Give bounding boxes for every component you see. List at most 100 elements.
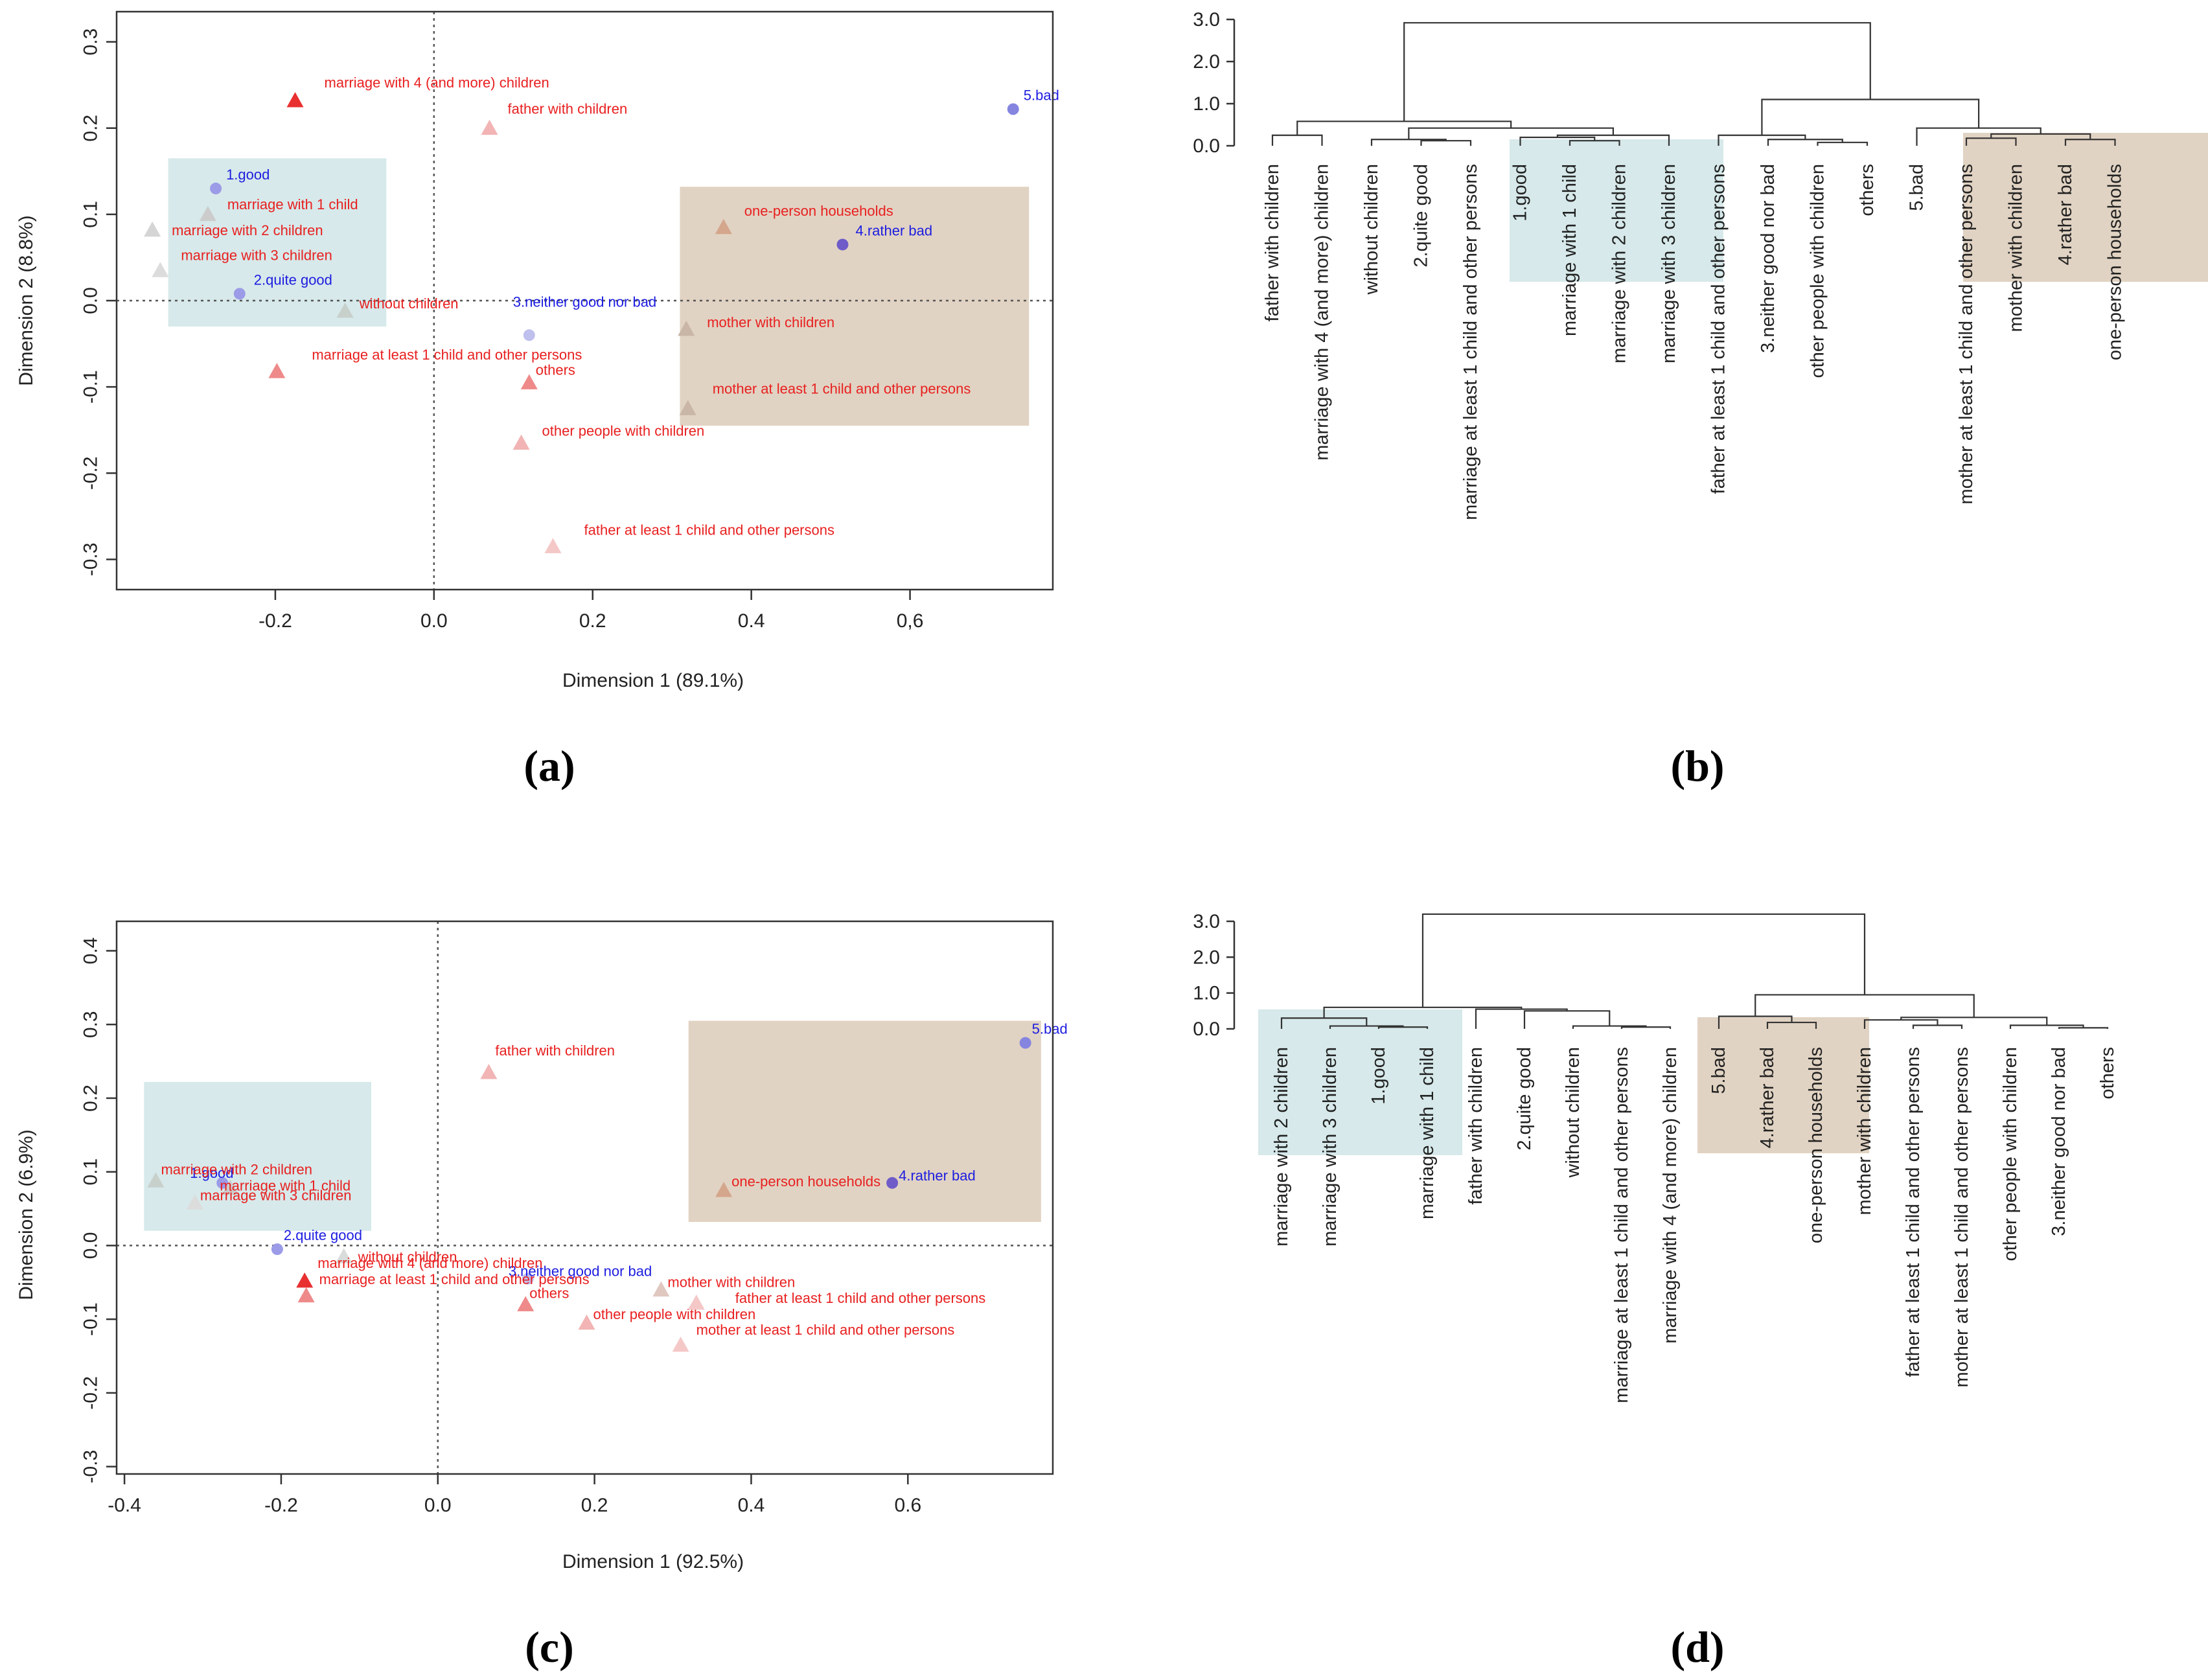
point-2-quite-good <box>233 288 246 300</box>
point-label-4-rather-bad: 4.rather bad <box>855 222 932 238</box>
point-label-2-quite-good: 2.quite good <box>284 1227 362 1243</box>
y-tick-label: 3.0 <box>1193 911 1220 932</box>
dendrogram-link <box>1420 140 1472 146</box>
leaf-label-mother-with-children: mother with children <box>1854 1047 1875 1215</box>
x-tick-label: 0.4 <box>738 610 765 632</box>
point-label-3-neither-good-nor-bad: 3.neither good nor bad <box>509 1263 652 1280</box>
panel-c-label: (c) <box>525 1622 573 1672</box>
point-label-father-at-least-1-child-and-other-persons: father at least 1 child and other person… <box>584 522 834 538</box>
leaf-label-father-with-children: father with children <box>1262 164 1283 321</box>
y-tick-label: 2.0 <box>1193 51 1220 73</box>
x-tick-label: -0.2 <box>259 610 292 632</box>
point-label-marriage-with-3-children: marriage with 3 children <box>200 1187 352 1203</box>
panel-d-label: (d) <box>1670 1622 1724 1672</box>
chart-d: 0.0 1.0 2.0 3.0 marriage with 2 children marr… <box>1193 911 2118 1403</box>
x-tick-label: -0.4 <box>108 1495 141 1516</box>
highlight-region <box>144 1081 371 1231</box>
y-tick-label: 1.0 <box>1193 93 1220 115</box>
point-others <box>520 374 538 389</box>
y-tick-label: -0.3 <box>80 1450 102 1484</box>
leaf-label-marriage-with-4-and-more-children: marriage with 4 (and more) children <box>1660 1047 1681 1344</box>
y-tick-label: 0.3 <box>80 1011 102 1038</box>
highlight-cluster <box>1258 1009 1462 1155</box>
point-other-people-with-children <box>578 1314 595 1330</box>
point-marriage-with-4-and-more-children <box>286 92 304 108</box>
x-tick-label: -0.2 <box>264 1495 298 1516</box>
leaf-label-marriage-with-2-children: marriage with 2 children <box>1271 1047 1292 1247</box>
point-4-rather-bad <box>836 238 849 251</box>
chart-b: 0.0 1.0 2.0 3.0 father with children marriage… <box>1193 9 2208 520</box>
point-1-good <box>210 182 222 194</box>
point-label-mother-at-least-1-child-and-other-persons: mother at least 1 child and other person… <box>696 1322 955 1338</box>
leaf-label-one-person-households: one-person households <box>2105 164 2126 360</box>
panel-b-label: (b) <box>1670 741 1724 790</box>
chart-a: 1.good 2.quite good 3.neither good nor bad… <box>16 10 1059 691</box>
point-without-children <box>335 1248 352 1263</box>
leaf-label-3-neither-good-nor-bad: 3.neither good nor bad <box>1758 164 1778 353</box>
leaf-label-1-good: 1.good <box>1510 164 1531 222</box>
leaf-label-marriage-at-least-1-child-and-other-persons: marriage at least 1 child and other pers… <box>1460 164 1481 520</box>
point-marriage-at-least-1-child-and-other-persons <box>297 1287 315 1303</box>
point-label-mother-with-children: mother with children <box>707 314 834 330</box>
x-tick-label: 0.0 <box>420 610 448 632</box>
y-tick-label: 0.0 <box>80 287 102 314</box>
y-tick-label: -0.1 <box>80 370 102 404</box>
leaf-label-others: others <box>2097 1047 2118 1099</box>
point-4-rather-bad <box>886 1177 899 1189</box>
dendrogram-link <box>1912 1024 1963 1029</box>
dendrogram-link <box>2058 1027 2109 1029</box>
dendrogram-link <box>1271 134 1323 146</box>
y-axis-title: Dimension 2 (8.8%) <box>16 215 37 385</box>
point-label-marriage-with-2-children: marriage with 2 children <box>172 222 323 238</box>
dendrogram-link <box>1900 1017 2048 1026</box>
dendrogram-link <box>1863 1019 1938 1029</box>
leaf-label-mother-at-least-1-child-and-other-persons: mother at least 1 child and other person… <box>1951 1047 1972 1388</box>
leaf-label-marriage-with-3-children: marriage with 3 children <box>1320 1047 1340 1247</box>
point-marriage-with-4-and-more-children <box>296 1272 314 1288</box>
point-label-marriage-with-2-children: marriage with 2 children <box>161 1161 312 1177</box>
leaf-label-marriage-at-least-1-child-and-other-persons: marriage at least 1 child and other pers… <box>1611 1047 1632 1403</box>
point-mother-with-children <box>652 1281 670 1297</box>
point-father-with-children <box>481 119 498 135</box>
y-tick-label: -0.1 <box>80 1302 102 1336</box>
point-one-person-households <box>715 218 732 235</box>
point-label-5-bad: 5.bad <box>1024 87 1059 103</box>
y-tick-label: 0.3 <box>80 29 102 56</box>
point-one-person-households <box>715 1182 733 1197</box>
point-marriage-with-1-child <box>199 205 216 222</box>
y-tick-label: 0.0 <box>80 1232 102 1260</box>
point-marriage-with-3-children <box>152 262 169 277</box>
point-father-at-least-1-child-and-other-persons <box>544 538 562 553</box>
highlight-region <box>168 158 387 327</box>
dendrogram-link <box>1403 22 1871 122</box>
plot-frame <box>115 920 1054 1475</box>
point-marriage-with-1-child <box>222 1179 239 1195</box>
point-marriage-with-2-children <box>147 1172 165 1188</box>
point-label-marriage-with-4-and-more-children: marriage with 4 (and more) children <box>325 75 549 91</box>
point-3-neither-good-nor-bad <box>522 1272 534 1285</box>
highlight-cluster <box>1697 1017 1869 1153</box>
point-label-marriage-with-3-children: marriage with 3 children <box>181 247 332 263</box>
y-tick-label: 0.0 <box>1193 1018 1220 1040</box>
leaf-label-4-rather-bad: 4.rather bad <box>2055 164 2076 265</box>
y-axis-title: Dimension 2 (6.9%) <box>16 1129 37 1300</box>
x-tick-label: 0.6 <box>894 1495 921 1516</box>
point-label-marriage-with-1-child: marriage with 1 child <box>220 1178 351 1194</box>
point-label-marriage-with-4-and-more-children: marriage with 4 (and more) children <box>317 1255 542 1271</box>
leaf-label-marriage-with-2-children: marriage with 2 children <box>1609 164 1630 363</box>
x-axis-title: Dimension 1 (92.5%) <box>562 1551 744 1572</box>
leaf-label-5-bad: 5.bad <box>1907 164 1927 211</box>
y-tick-label: 0.4 <box>80 938 102 965</box>
point-mother-at-least-1-child-and-other-persons <box>672 1336 689 1352</box>
leaf-label-2-quite-good: 2.quite good <box>1411 164 1432 268</box>
highlight-cluster <box>1963 133 2208 282</box>
leaf-label-others: others <box>1857 164 1878 216</box>
point-label-father-at-least-1-child-and-other-persons: father at least 1 child and other person… <box>735 1290 985 1306</box>
point-label-without-children: without children <box>358 1248 457 1265</box>
y-tick-label: 0.2 <box>80 115 102 142</box>
chart-c: 5.bad 4.rather bad 1.good 2.quite good 3.nei… <box>16 920 1068 1572</box>
point-marriage-with-3-children <box>186 1194 203 1210</box>
y-tick-label: 0.2 <box>80 1085 102 1112</box>
x-tick-label: 0,6 <box>897 610 924 632</box>
point-label-marriage-at-least-1-child-and-other-persons: marriage at least 1 child and other pers… <box>319 1271 590 1287</box>
